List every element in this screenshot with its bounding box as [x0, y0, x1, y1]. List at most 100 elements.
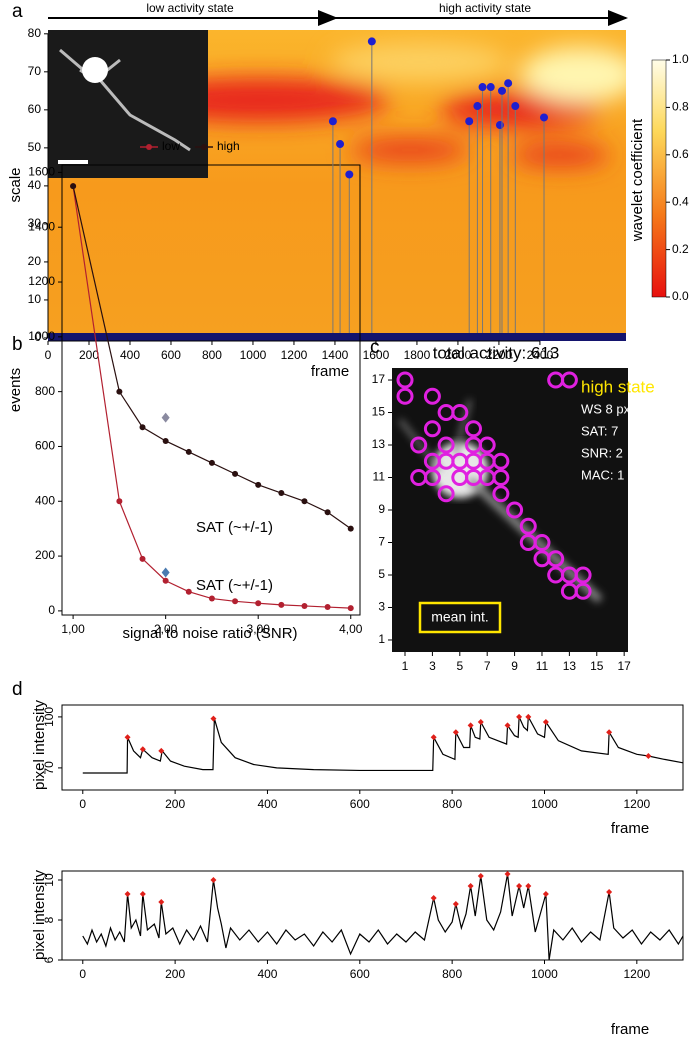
series-marker [347, 525, 354, 532]
peak-marker [124, 734, 131, 741]
peak-marker [477, 719, 484, 725]
parameter-label: SAT: 7 [581, 423, 618, 438]
x-tick-label: 0 [45, 348, 52, 362]
series-marker [347, 605, 354, 612]
activity-cell [547, 550, 565, 568]
x-tick-label: 200 [165, 797, 185, 811]
peak-marker [525, 883, 532, 889]
peak-marker [477, 873, 484, 879]
y-tick-label: 200 [35, 548, 55, 562]
activity-cell [478, 436, 496, 454]
x-tick-label: 13 [563, 659, 577, 673]
y-tick-label: 0 [34, 330, 41, 344]
series-marker [301, 498, 308, 505]
parameter-label: WS 8 px [581, 401, 631, 416]
peak-marker [516, 713, 523, 720]
y-axis-label: pixel intensity [31, 699, 48, 790]
peak-marker [467, 722, 474, 729]
y-axis-label: scale [7, 167, 24, 202]
y-tick-label: 1600 [28, 165, 55, 179]
series-marker [301, 602, 308, 609]
x-tick-label: 800 [442, 797, 462, 811]
annotation: SAT (~+/-1) [196, 519, 273, 536]
peak-marker [645, 753, 652, 759]
x-tick-label: 2000 [445, 348, 472, 362]
series-marker [70, 183, 77, 190]
x-tick-label: 1200 [281, 348, 308, 362]
activity-cell [423, 469, 441, 487]
parameter-label: MAC: 1 [581, 467, 624, 482]
x-tick-label: 1400 [322, 348, 349, 362]
colorbar-tick-label: 0.6 [672, 147, 689, 161]
peak-marker [139, 891, 146, 897]
trace-line [82, 873, 684, 961]
y-tick-label: 50 [28, 140, 42, 154]
series-marker [255, 481, 262, 488]
activity-cell [451, 404, 469, 422]
y-tick-label: 10 [28, 292, 42, 306]
colorbar-tick-label: 1.0 [672, 52, 689, 66]
y-tick-label: 11 [373, 470, 386, 484]
peak-dot [473, 102, 482, 111]
x-tick-label: 1000 [531, 967, 558, 981]
y-tick-label: 100 [42, 707, 56, 727]
peak-marker [452, 901, 459, 907]
peak-dot [465, 117, 474, 126]
x-tick-label: 17 [617, 659, 631, 673]
sat-marker [161, 412, 170, 423]
x-tick-label: 400 [257, 797, 277, 811]
series-marker [278, 601, 285, 608]
peak-marker [542, 891, 549, 897]
x-axis-label: frame [311, 363, 349, 380]
peak-dot [478, 83, 487, 92]
series-marker [162, 577, 169, 584]
y-tick-label: 400 [35, 493, 55, 507]
microscope-image [392, 368, 628, 652]
y-tick-label: 15 [372, 405, 386, 419]
peak-marker [430, 734, 437, 741]
activity-cell [437, 436, 455, 454]
panel-label: b [12, 334, 23, 355]
x-tick-label: 800 [442, 967, 462, 981]
x-tick-label: 1000 [240, 348, 267, 362]
y-tick-label: 5 [378, 567, 385, 581]
x-tick-label: 600 [350, 797, 370, 811]
x-tick-label: 1200 [623, 967, 650, 981]
y-tick-label: 13 [372, 437, 386, 451]
activity-cell [492, 452, 510, 470]
x-tick-label: 200 [165, 967, 185, 981]
activity-cell [506, 501, 524, 519]
peak-dot [504, 79, 513, 88]
x-tick-label: 600 [350, 967, 370, 981]
series-marker [139, 555, 146, 562]
state-label: high activity state [439, 1, 531, 15]
colorbar-tick-label: 0.0 [672, 289, 689, 303]
series-line [72, 185, 352, 530]
peak-marker [467, 883, 474, 889]
method-label: mean int. [431, 609, 489, 625]
x-axis-label: signal to noise ratio (SNR) [122, 625, 297, 642]
peak-marker [525, 713, 532, 720]
series-marker [185, 448, 192, 455]
y-tick-label: 8 [42, 916, 56, 923]
series-line [72, 186, 351, 609]
x-tick-label: 3,00 [247, 622, 271, 636]
y-tick-label: 70 [42, 761, 56, 775]
y-tick-label: 1200 [28, 274, 55, 288]
activity-cell [437, 485, 455, 503]
state-label: low activity state [146, 1, 234, 15]
y-tick-label: 3 [378, 600, 385, 614]
x-tick-label: 11 [536, 659, 549, 673]
x-tick-label: 200 [79, 348, 99, 362]
peak-marker [516, 883, 523, 889]
peak-marker [139, 746, 146, 753]
x-tick-label: 400 [120, 348, 140, 362]
y-tick-label: 600 [35, 439, 55, 453]
x-tick-label: 1800 [404, 348, 431, 362]
peak-dot [336, 140, 345, 149]
peak-dot [486, 83, 495, 92]
y-tick-label: 1000 [28, 329, 55, 343]
legend-label: low [162, 139, 180, 153]
peak-dot [345, 170, 354, 179]
